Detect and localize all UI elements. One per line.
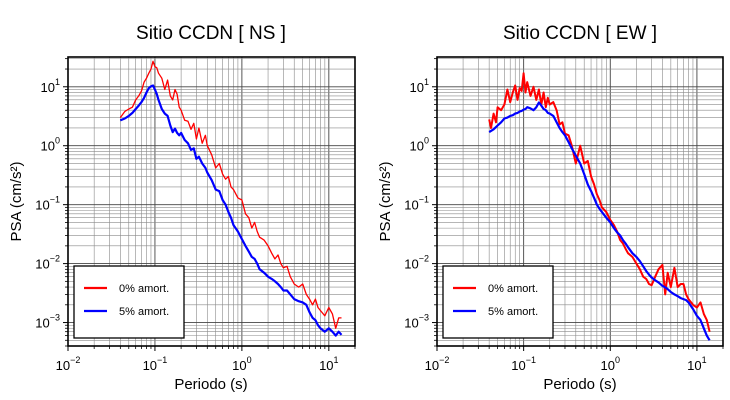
x-tick-label: 100 (601, 355, 620, 373)
legend-label: 0% amort. (119, 283, 169, 295)
x-tick-label: 100 (232, 355, 251, 373)
x-tick-label: 101 (687, 355, 706, 373)
x-tick-label: 10−1 (143, 355, 168, 373)
y-tick-label: 10−1 (35, 195, 60, 213)
legend: 0% amort. 5% amort. (442, 265, 554, 339)
y-tick-label: 101 (410, 77, 429, 95)
chart-panel-2: 10−2 10−1 100 101 10−3 10−2 10−1 100 101 Sitio CC… (377, 23, 724, 393)
chart-panel-1: 10−2 10−1 100 101 10−3 10−2 10−1 100 101 Sitio CC… (8, 23, 356, 393)
series-group (488, 72, 711, 341)
chart-title: Sitio CCDN [ EW ] (503, 23, 657, 44)
legend: 0% amort. 5% amort. (73, 265, 185, 339)
x-axis-label: Periodo (s) (174, 376, 247, 393)
series-line-damped (119, 84, 343, 337)
y-tick-label: 10−1 (404, 195, 429, 213)
series-line-undamped (488, 72, 711, 332)
y-axis-label: PSA (cm/s²) (377, 161, 394, 241)
x-tick-label: 10−2 (425, 355, 450, 373)
legend-box (73, 265, 185, 339)
y-tick-label: 100 (41, 136, 60, 154)
y-tick-label: 10−3 (404, 313, 429, 331)
y-tick-label: 101 (41, 77, 60, 95)
grid (67, 57, 356, 347)
y-tick-label: 100 (410, 136, 429, 154)
series-line-undamped (119, 60, 342, 329)
legend-box (442, 265, 554, 339)
plot-frame (67, 56, 356, 347)
legend-label: 5% amort. (119, 306, 169, 318)
y-tick-label: 10−2 (35, 254, 60, 272)
legend-label: 5% amort. (488, 306, 538, 318)
y-tick-label: 10−3 (35, 313, 60, 331)
x-tick-label: 10−1 (511, 355, 536, 373)
x-axis-label: Periodo (s) (543, 376, 616, 393)
y-axis-label: PSA (cm/s²) (8, 161, 25, 241)
x-tick-label: 10−2 (56, 355, 81, 373)
x-tick-label: 101 (319, 355, 338, 373)
plot-frame (436, 56, 724, 347)
series-group (119, 60, 343, 337)
legend-label: 0% amort. (488, 283, 538, 295)
series-line-damped (488, 101, 711, 341)
y-tick-label: 10−2 (404, 254, 429, 272)
chart-title: Sitio CCDN [ NS ] (136, 23, 286, 44)
